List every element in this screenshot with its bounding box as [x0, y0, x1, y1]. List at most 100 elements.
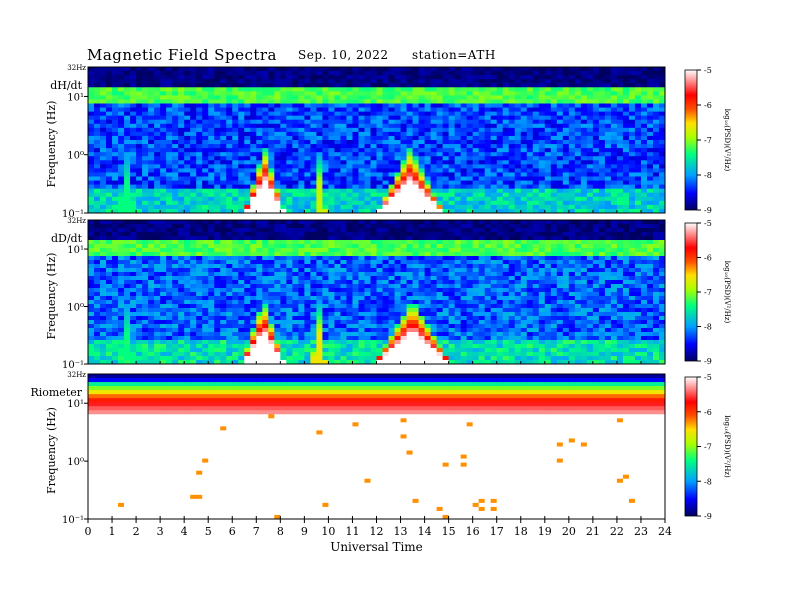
- heatmap-cell: [424, 127, 431, 133]
- heatmap-cell: [340, 224, 347, 229]
- heatmap-cell: [256, 67, 263, 72]
- heatmap-cell: [322, 328, 329, 333]
- heatmap-cell: [400, 188, 407, 194]
- heatmap-cell: [586, 208, 594, 214]
- heatmap-cell: [280, 140, 287, 145]
- heatmap-cell: [136, 220, 143, 225]
- heatmap-cell: [244, 300, 251, 305]
- heatmap-cell: [238, 140, 245, 145]
- heatmap-cell: [490, 83, 498, 88]
- heatmap-cell: [322, 152, 329, 157]
- heatmap-cell: [412, 127, 419, 133]
- heatmap-cell: [346, 103, 353, 108]
- y-tick-label: 10⁰: [67, 151, 84, 162]
- heatmap-cell: [580, 67, 588, 72]
- heatmap-cell: [562, 188, 570, 194]
- heatmap-cell: [484, 79, 492, 84]
- heatmap-cell: [178, 119, 185, 125]
- heatmap-cell: [358, 168, 365, 173]
- heatmap-cell: [520, 123, 528, 129]
- heatmap-cell: [196, 135, 203, 141]
- heatmap-cell: [310, 236, 317, 241]
- heatmap-cell: [262, 308, 269, 313]
- heatmap-cell: [340, 144, 347, 149]
- heatmap-cell: [604, 184, 612, 190]
- heatmap-cell: [256, 308, 263, 313]
- heatmap-cell: [136, 131, 143, 137]
- heatmap-cell: [640, 131, 648, 137]
- heatmap-cell: [142, 79, 149, 84]
- heatmap-cell: [640, 184, 648, 190]
- heatmap-cell: [166, 164, 173, 169]
- heatmap-cell: [358, 196, 365, 202]
- heatmap-cell: [178, 272, 185, 277]
- heatmap-cell: [322, 99, 329, 104]
- heatmap-cell: [220, 172, 227, 177]
- heatmap-cell: [328, 252, 335, 257]
- heatmap-cell: [502, 99, 510, 104]
- heatmap-cell: [184, 224, 191, 229]
- heatmap-cell: [94, 344, 101, 349]
- heatmap-cell: [574, 156, 582, 161]
- heatmap-cell: [130, 284, 137, 289]
- heatmap-cell: [208, 107, 215, 113]
- heatmap-cell: [616, 208, 624, 214]
- heatmap-cell: [178, 152, 185, 157]
- heatmap-cell: [382, 200, 389, 206]
- heatmap-cell: [574, 176, 582, 181]
- heatmap-cell: [100, 71, 107, 76]
- heatmap-cell: [142, 324, 149, 329]
- heatmap-cell: [238, 268, 245, 273]
- heatmap-cell: [556, 184, 564, 190]
- heatmap-cell: [268, 252, 275, 257]
- heatmap-cell: [436, 176, 444, 181]
- heatmap-cell: [130, 131, 137, 137]
- heatmap-cell: [406, 180, 413, 186]
- heatmap-cell: [100, 304, 107, 309]
- heatmap-cell: [274, 316, 281, 321]
- heatmap-cell: [520, 148, 528, 153]
- heatmap-cell: [418, 123, 425, 129]
- heatmap-cell: [118, 264, 125, 269]
- heatmap-cell: [148, 304, 155, 309]
- heatmap-cell: [490, 67, 498, 72]
- heatmap-cell: [502, 180, 510, 186]
- heatmap-cell: [220, 344, 227, 349]
- heatmap-cell: [100, 312, 107, 317]
- heatmap-cell: [400, 83, 407, 88]
- heatmap-cell: [376, 83, 383, 88]
- heatmap-cell: [370, 152, 377, 157]
- heatmap-cell: [274, 240, 281, 245]
- heatmap-cell: [94, 340, 101, 345]
- heatmap-cell: [166, 180, 173, 186]
- heatmap-cell: [610, 172, 618, 177]
- heatmap-cell: [622, 192, 630, 198]
- heatmap-cell: [118, 148, 125, 153]
- heatmap-cell: [106, 268, 113, 273]
- heatmap-cell: [430, 172, 437, 177]
- heatmap-cell: [238, 119, 245, 125]
- heatmap-cell: [202, 256, 209, 261]
- heatmap-cell: [526, 164, 534, 169]
- heatmap-cell: [220, 324, 227, 329]
- heatmap-cell: [460, 103, 468, 108]
- heatmap-cell: [556, 67, 564, 72]
- heatmap-cell: [202, 83, 209, 88]
- heatmap-cell: [520, 115, 528, 121]
- heatmap-cell: [160, 312, 167, 317]
- heatmap-cell: [652, 123, 660, 129]
- heatmap-cell: [136, 79, 143, 84]
- heatmap-cell: [262, 220, 269, 225]
- heatmap-cell: [148, 352, 155, 357]
- heatmap-cell: [412, 67, 419, 72]
- heatmap-cell: [214, 168, 221, 173]
- heatmap-cell: [532, 135, 540, 141]
- heatmap-cell: [196, 348, 203, 353]
- heatmap-cell: [292, 144, 299, 149]
- heatmap-cell: [136, 360, 143, 365]
- heatmap-cell: [310, 280, 317, 285]
- heatmap-cell: [166, 288, 173, 293]
- heatmap-cell: [274, 131, 281, 137]
- heatmap-cell: [358, 91, 365, 96]
- heatmap-cell: [646, 91, 654, 96]
